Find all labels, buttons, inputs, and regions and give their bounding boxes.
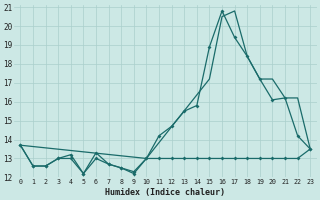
X-axis label: Humidex (Indice chaleur): Humidex (Indice chaleur) [105, 188, 225, 197]
